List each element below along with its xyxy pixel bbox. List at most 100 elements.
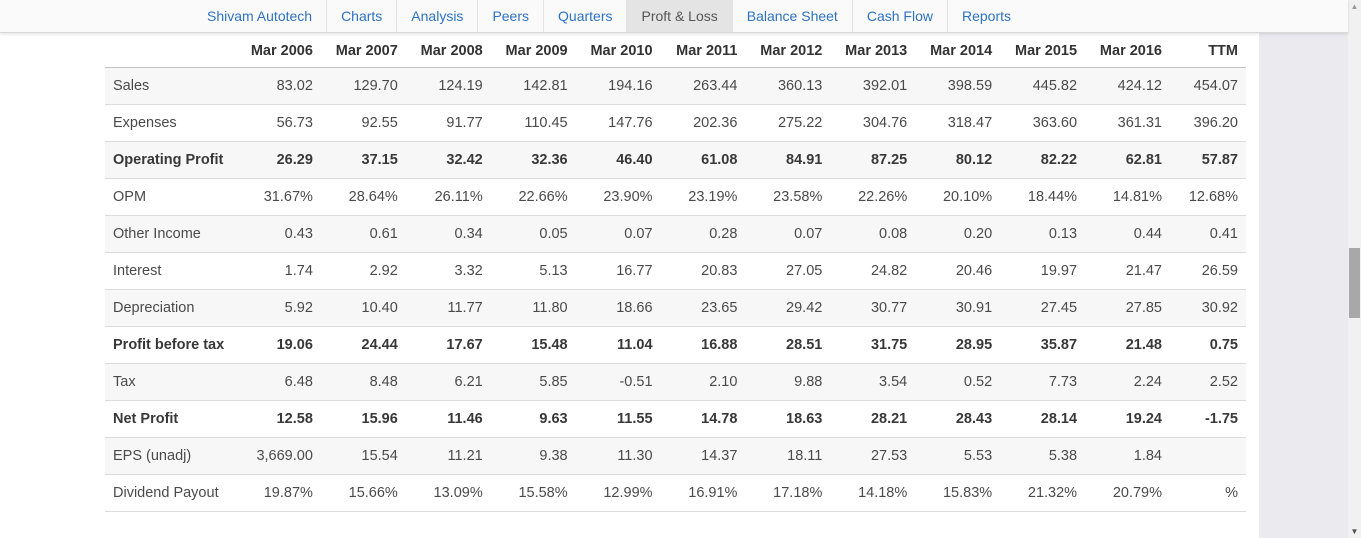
row-label: Interest — [105, 252, 236, 290]
cell-value: 147.76 — [575, 104, 661, 142]
cell-value: 31.75 — [830, 326, 916, 364]
nav-tab-reports[interactable]: Reports — [961, 8, 1011, 24]
cell-value: 6.21 — [405, 363, 491, 401]
cell-value: 0.52 — [915, 363, 1001, 401]
cell-value: 24.44 — [320, 326, 406, 364]
nav-tab-shivam-autotech[interactable]: Shivam Autotech — [193, 0, 328, 32]
cell-value: 11.77 — [405, 289, 491, 327]
scrollbar-up-arrow-icon[interactable]: ▲ — [1350, 2, 1359, 11]
table-row: Sales 83.02 129.70 124.19 142.81 194.16 263.44… — [105, 67, 1246, 105]
cell-value: 30.77 — [830, 289, 916, 327]
cell-value: 5.38 — [1000, 437, 1086, 475]
cell-value: 28.43 — [915, 400, 1001, 438]
cell-value: 7.73 — [1000, 363, 1086, 401]
cell-value: 6.48 — [236, 363, 321, 401]
cell-value: 12.58 — [236, 400, 321, 438]
cell-value: -1.75 — [1170, 400, 1246, 438]
cell-value: 194.16 — [575, 67, 661, 105]
cell-value: 3.32 — [405, 252, 491, 290]
cell-value: 15.58% — [490, 474, 576, 512]
cell-value: 28.21 — [830, 400, 916, 438]
cell-value: 16.91% — [660, 474, 746, 512]
cell-value: 15.83% — [915, 474, 1001, 512]
column-header: Mar 2006 — [236, 36, 321, 68]
cell-value: 0.13 — [1000, 215, 1086, 253]
cell-value: 27.53 — [830, 437, 916, 475]
cell-value: 28.14 — [1000, 400, 1086, 438]
cell-value: 9.63 — [490, 400, 576, 438]
nav-tab-proft-loss[interactable]: Proft & Loss — [627, 0, 733, 32]
row-label: Sales — [105, 67, 236, 105]
cell-value: 19.97 — [1000, 252, 1086, 290]
nav-tab-cash-flow[interactable]: Cash Flow — [853, 0, 948, 32]
cell-value: 91.77 — [405, 104, 491, 142]
cell-value: 0.41 — [1170, 215, 1246, 253]
nav-tab-balance-sheet[interactable]: Balance Sheet — [733, 0, 853, 32]
cell-value: 14.37 — [660, 437, 746, 475]
table-row: Interest 1.74 2.92 3.32 5.13 16.77 20.83 27.05 2… — [105, 252, 1246, 290]
cell-value: 11.21 — [405, 437, 491, 475]
cell-value: 360.13 — [745, 67, 831, 105]
nav-tab-peers[interactable]: Peers — [478, 0, 545, 32]
cell-value: 16.77 — [575, 252, 661, 290]
cell-value: 57.87 — [1170, 141, 1246, 179]
cell-value: 5.85 — [490, 363, 576, 401]
cell-value: 142.81 — [490, 67, 576, 105]
cell-value: 424.12 — [1085, 67, 1170, 105]
cell-value: 26.11% — [405, 178, 491, 216]
cell-value: 87.25 — [830, 141, 916, 179]
cell-value: 26.59 — [1170, 252, 1246, 290]
cell-value: 83.02 — [236, 67, 321, 105]
corner-cell — [105, 36, 236, 68]
cell-value: 35.87 — [1000, 326, 1086, 364]
cell-value: 16.88 — [660, 326, 746, 364]
cell-value: 129.70 — [320, 67, 406, 105]
cell-value: 5.53 — [915, 437, 1001, 475]
cell-value: 275.22 — [745, 104, 831, 142]
cell-value: 9.38 — [490, 437, 576, 475]
column-header: Mar 2014 — [915, 36, 1001, 68]
cell-value: 202.36 — [660, 104, 746, 142]
profit-loss-table: Mar 2006 Mar 2007 Mar 2008 Mar 2009 Mar 2010… — [105, 36, 1246, 512]
nav-tab-quarters[interactable]: Quarters — [544, 0, 628, 32]
row-label: Tax — [105, 363, 236, 401]
cell-value: 31.67% — [236, 178, 321, 216]
cell-value: 2.10 — [660, 363, 746, 401]
cell-value: 27.85 — [1085, 289, 1170, 327]
cell-value: 5.13 — [490, 252, 576, 290]
cell-value: 0.05 — [490, 215, 576, 253]
column-header: TTM — [1170, 36, 1246, 68]
column-header: Mar 2007 — [320, 36, 406, 68]
table-row: Tax 6.48 8.48 6.21 5.85 -0.51 2.10 9.88 3.54 0.52… — [105, 363, 1246, 401]
cell-value: 15.48 — [490, 326, 576, 364]
cell-value: 32.36 — [490, 141, 576, 179]
nav-tab-analysis[interactable]: Analysis — [397, 0, 479, 32]
cell-value: 396.20 — [1170, 104, 1246, 142]
cell-value: 445.82 — [1000, 67, 1086, 105]
cell-value: 398.59 — [915, 67, 1001, 105]
cell-value: 2.92 — [320, 252, 406, 290]
table-row: Operating Profit 26.29 37.15 32.42 32.36 46.4… — [105, 141, 1246, 179]
cell-value: 92.55 — [320, 104, 406, 142]
cell-value: 80.12 — [915, 141, 1001, 179]
table-header-row: Mar 2006 Mar 2007 Mar 2008 Mar 2009 Mar 2010… — [105, 36, 1246, 68]
row-label: Dividend Payout — [105, 474, 236, 512]
cell-value: 30.92 — [1170, 289, 1246, 327]
cell-value: 20.83 — [660, 252, 746, 290]
scrollbar-thumb[interactable] — [1349, 248, 1360, 318]
cell-value: 27.45 — [1000, 289, 1086, 327]
cell-value: 17.67 — [405, 326, 491, 364]
cell-value: 12.68% — [1170, 178, 1246, 216]
row-label: Expenses — [105, 104, 236, 142]
vertical-scrollbar[interactable]: ▲ ▼ — [1348, 0, 1361, 538]
cell-value: 11.46 — [405, 400, 491, 438]
cell-value: 11.55 — [575, 400, 661, 438]
scrollbar-down-arrow-icon[interactable]: ▼ — [1350, 527, 1359, 536]
row-label: EPS (unadj) — [105, 437, 236, 475]
cell-value: 11.30 — [575, 437, 661, 475]
cell-value: 23.90% — [575, 178, 661, 216]
cell-value: 56.73 — [236, 104, 321, 142]
cell-value: 37.15 — [320, 141, 406, 179]
nav-tab-charts[interactable]: Charts — [327, 0, 398, 32]
cell-value: % — [1170, 474, 1246, 512]
